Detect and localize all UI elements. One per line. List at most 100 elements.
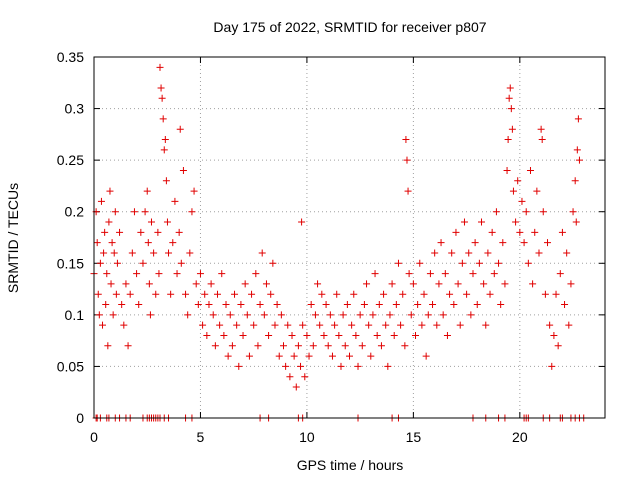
data-point (460, 218, 468, 226)
data-point (241, 280, 249, 288)
data-point (499, 239, 507, 247)
data-point (95, 311, 103, 319)
data-point (535, 249, 543, 257)
data-point (139, 259, 147, 267)
data-point (326, 311, 334, 319)
data-point (524, 259, 532, 267)
data-point (371, 270, 379, 278)
data-point (441, 270, 449, 278)
data-point (531, 228, 539, 236)
data-point (418, 321, 426, 329)
data-point (305, 352, 313, 360)
data-point (194, 301, 202, 309)
data-point (492, 208, 500, 216)
x-tick-label: 0 (90, 429, 98, 445)
y-tick-label: 0.05 (57, 358, 84, 374)
data-point (533, 187, 541, 195)
data-point (346, 352, 353, 360)
data-point (546, 321, 554, 329)
data-points (90, 63, 588, 422)
data-point (213, 290, 221, 298)
data-point (473, 301, 481, 309)
data-point (574, 115, 582, 123)
data-point (112, 290, 120, 298)
data-point (484, 249, 492, 257)
data-point (141, 208, 149, 216)
data-point (279, 342, 287, 350)
data-point (307, 301, 315, 309)
data-point (147, 218, 155, 226)
data-point (184, 311, 192, 319)
data-point (265, 331, 273, 339)
data-point (518, 197, 526, 205)
data-point (96, 259, 104, 267)
data-point (404, 187, 412, 195)
data-point (501, 280, 509, 288)
data-point (109, 311, 117, 319)
data-point (550, 331, 558, 339)
data-point (104, 342, 112, 350)
data-point (177, 259, 185, 267)
data-point (414, 301, 422, 309)
x-axis-label: GPS time / hours (297, 457, 404, 473)
data-point (106, 187, 114, 195)
data-point (456, 321, 464, 329)
data-point (386, 311, 394, 319)
data-point (108, 239, 116, 247)
data-point (480, 280, 488, 288)
data-point (407, 311, 415, 319)
data-point (563, 249, 571, 257)
data-point (120, 321, 128, 329)
data-point (565, 321, 573, 329)
data-point (335, 331, 343, 339)
data-point (188, 208, 196, 216)
data-point (105, 218, 113, 226)
data-point (144, 239, 152, 247)
data-point (509, 187, 517, 195)
data-point (110, 249, 118, 257)
data-point (341, 342, 349, 350)
data-point (318, 290, 326, 298)
data-point (262, 280, 270, 288)
data-point (146, 311, 154, 319)
data-point (339, 311, 347, 319)
data-point (497, 301, 505, 309)
data-point (271, 321, 279, 329)
y-tick-label: 0.15 (57, 255, 84, 271)
data-point (552, 290, 560, 298)
data-point (111, 208, 119, 216)
data-point (390, 331, 398, 339)
data-point (437, 239, 445, 247)
data-point (503, 166, 511, 174)
data-point (554, 342, 562, 350)
data-point (452, 228, 460, 236)
data-point (294, 342, 302, 350)
data-point (239, 331, 247, 339)
x-tick-label: 20 (512, 429, 528, 445)
data-point (245, 352, 253, 360)
y-tick-label: 0.1 (65, 307, 85, 323)
data-point (256, 301, 264, 309)
data-point (514, 177, 522, 185)
data-point (211, 342, 219, 350)
data-point (145, 280, 153, 288)
data-point (328, 352, 336, 360)
data-point (350, 290, 358, 298)
data-point (482, 321, 490, 329)
data-point (394, 259, 402, 267)
data-point (201, 290, 209, 298)
data-point (412, 331, 420, 339)
data-point (360, 301, 368, 309)
data-point (128, 249, 136, 257)
data-point (118, 301, 126, 309)
data-point (504, 136, 512, 144)
data-point (495, 259, 503, 267)
data-point (348, 321, 356, 329)
data-point (401, 342, 409, 350)
data-point (520, 239, 528, 247)
data-point (290, 352, 298, 360)
x-tick-label: 15 (406, 429, 422, 445)
data-point (426, 270, 434, 278)
x-tick-label: 5 (197, 429, 205, 445)
data-point (298, 218, 306, 226)
